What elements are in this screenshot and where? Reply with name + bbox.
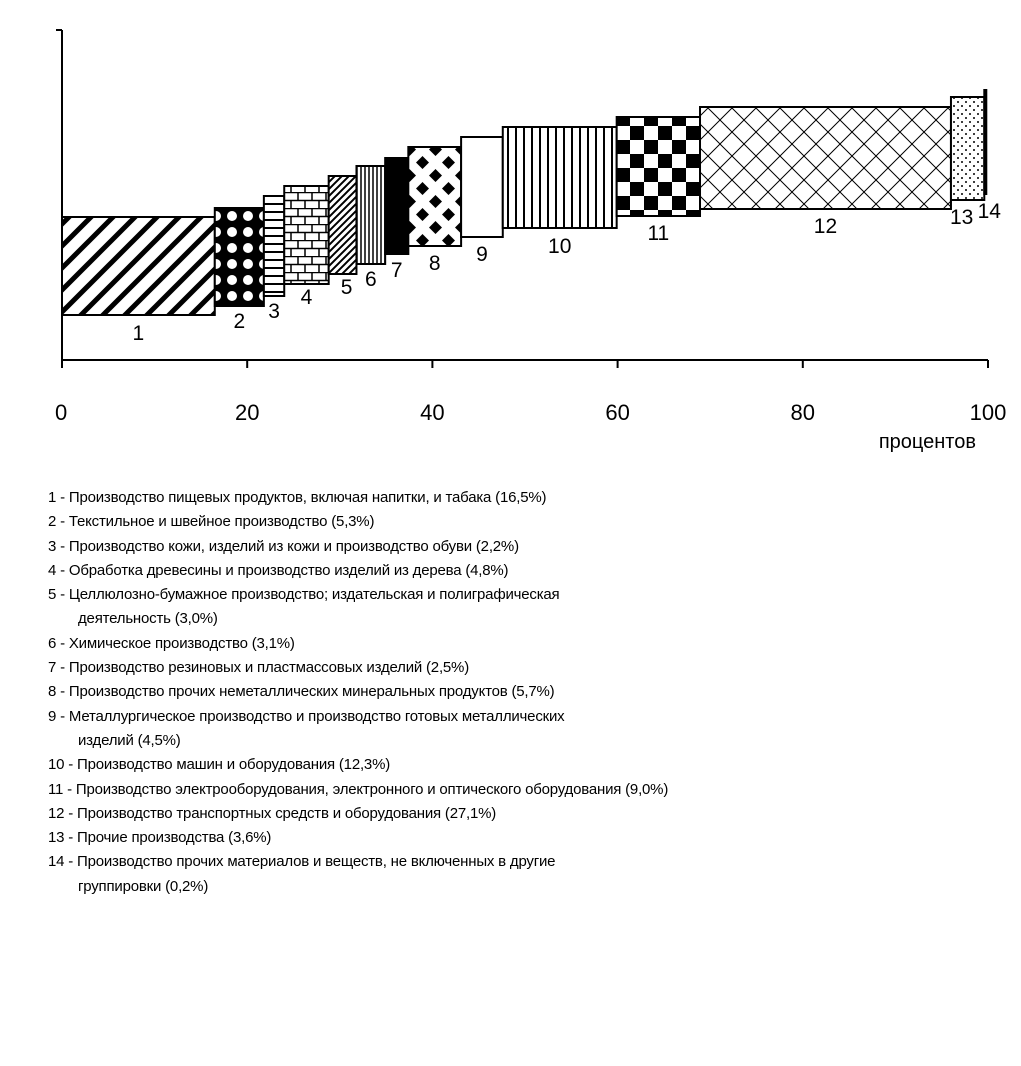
legend: 1 - Производство пищевых продуктов, вклю… (48, 486, 1008, 899)
legend-item-text: 6 - Химическое производство (3,1%) (48, 634, 295, 652)
legend-item-text: 3 - Производство кожи, изделий из кожи и… (48, 537, 519, 555)
legend-item-4: 4 - Обработка древесины и производство и… (48, 559, 1008, 583)
legend-item-13: 13 - Прочие производства (3,6%) (48, 826, 1008, 850)
legend-item-text: 14 - Производство прочих материалов и ве… (48, 853, 556, 871)
legend-item-14: 14 - Производство прочих материалов и ве… (48, 850, 1008, 899)
bar-label-13: 13 (950, 206, 973, 229)
x-tick-label-0: 0 (55, 400, 67, 425)
legend-item-text: 1 - Производство пищевых продуктов, вклю… (48, 489, 547, 506)
bar-label-10: 10 (548, 235, 571, 258)
legend-item-text: 7 - Производство резиновых и пластмассов… (48, 659, 469, 677)
legend-item-text: 2 - Текстильное и швейное производство (… (48, 513, 375, 531)
legend-item-text: 9 - Металлургическое производство и прои… (48, 707, 565, 725)
bar-segment-10 (501, 126, 618, 229)
bar-segment-8 (407, 146, 463, 247)
bar-label-4: 4 (301, 286, 313, 309)
legend-item-1: 1 - Производство пищевых продуктов, вклю… (48, 486, 1008, 510)
legend-item-continuation: изделий (4,5%) (78, 731, 181, 749)
x-tick-label-60: 60 (605, 400, 629, 425)
bar-label-12: 12 (814, 215, 837, 238)
legend-item-6: 6 - Химическое производство (3,1%) (48, 632, 1008, 656)
bar-segment-11 (615, 116, 702, 217)
x-tick-label-40: 40 (420, 400, 444, 425)
legend-item-5: 5 - Целлюлозно-бумажное производство; из… (48, 583, 1008, 632)
bar-segment-14 (983, 89, 988, 195)
bar-segment-2 (213, 207, 265, 307)
bar-label-8: 8 (429, 252, 441, 275)
legend-item-2: 2 - Текстильное и швейное производство (… (48, 510, 1008, 534)
legend-item-continuation: деятельность (3,0%) (78, 610, 218, 628)
bar-segment-7 (384, 157, 410, 255)
bar-segment-9 (460, 136, 504, 238)
legend-item-text: 4 - Обработка древесины и производство и… (48, 561, 509, 579)
legend-item-9: 9 - Металлургическое производство и прои… (48, 705, 1008, 754)
legend-item-text: 11 - Производство электрооборудования, э… (48, 780, 669, 798)
bar-segment-12 (699, 106, 952, 210)
bar-segment-3 (262, 195, 286, 297)
x-tick-label-100: 100 (970, 400, 1007, 425)
bar-label-7: 7 (391, 259, 403, 282)
x-tick-label-80: 80 (791, 400, 815, 425)
bar-segment-4 (283, 185, 330, 285)
bar-segment-1 (61, 216, 216, 316)
x-axis-title: процентов (879, 431, 976, 453)
legend-item-text: 13 - Прочие производства (3,6%) (48, 829, 272, 847)
legend-item-text: 8 - Производство прочих неметаллических … (48, 683, 555, 701)
legend-item-8: 8 - Производство прочих неметаллических … (48, 680, 1008, 704)
legend-item-12: 12 - Производство транспортных средств и… (48, 802, 1008, 826)
legend-item-11: 11 - Производство электрооборудования, э… (48, 778, 1008, 802)
legend-item-7: 7 - Производство резиновых и пластмассов… (48, 656, 1008, 680)
bar-label-11: 11 (647, 222, 669, 245)
bar-segment-13 (949, 96, 986, 201)
bar-label-5: 5 (341, 276, 353, 299)
legend-item-continuation: группировки (0,2%) (78, 877, 209, 895)
bar-label-1: 1 (133, 322, 145, 345)
legend-item-text: 10 - Производство машин и оборудования (… (48, 756, 391, 774)
legend-item-text: 5 - Целлюлозно-бумажное производство; из… (48, 586, 560, 604)
bar-label-9: 9 (476, 243, 488, 266)
bar-segment-6 (355, 165, 387, 265)
bar-label-3: 3 (268, 300, 280, 323)
bar-segment-5 (327, 175, 358, 275)
legend-item-text: 12 - Производство транспортных средств и… (48, 804, 497, 822)
bar-label-2: 2 (233, 310, 245, 333)
bar-label-6: 6 (365, 268, 377, 291)
legend-item-10: 10 - Производство машин и оборудования (… (48, 753, 1008, 777)
x-tick-label-20: 20 (235, 400, 259, 425)
bar-label-14: 14 (978, 200, 1002, 223)
legend-item-3: 3 - Производство кожи, изделий из кожи и… (48, 535, 1008, 559)
